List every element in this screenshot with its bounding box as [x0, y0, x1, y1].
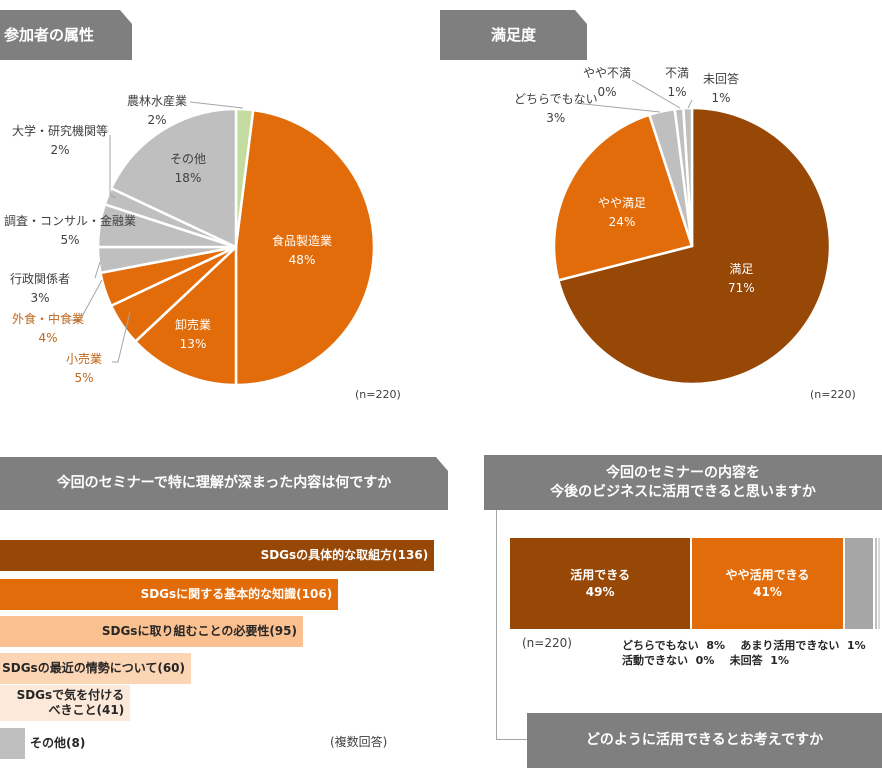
- pie2-label-somewhat-satisfied: やや満足 24%: [598, 196, 647, 230]
- pie2-note: (n=220): [810, 388, 856, 401]
- pie2-slice-5: [682, 106, 694, 247]
- bar-label: その他(8): [30, 736, 86, 750]
- pie1-slice-2: [133, 244, 238, 387]
- pie1-slice-8: [109, 107, 238, 249]
- satisfaction-header: 満足度: [440, 10, 587, 60]
- segment-label: やや活用できる: [725, 568, 810, 583]
- bar-4: SDGsで気を付ける べきこと(41): [0, 685, 131, 721]
- pie1-note: (n=220): [355, 388, 401, 401]
- pie2-label-satisfied: 満足 71%: [728, 262, 755, 296]
- pie1-label-university: 大学・研究機関等 2%: [12, 124, 109, 158]
- segment-label: 活用できる: [570, 568, 631, 583]
- bar-label: SDGsで気を付ける べきこと(41): [16, 688, 125, 717]
- bar-label: SDGsに取り組むことの必要性(95): [101, 624, 297, 638]
- attributes-header: 参加者の属性: [0, 10, 132, 60]
- utilization-header: 今回のセミナーの内容を 今後のビジネスに活用できると思いますか: [484, 455, 882, 510]
- pie1-slice-1: [234, 108, 376, 387]
- pie1-label-food-service: 外食・中食業 4%: [12, 312, 85, 346]
- leader-line: [574, 102, 661, 113]
- pie2-label-dissatisfied: 不満 1%: [665, 66, 690, 100]
- understanding-header: 今回のセミナーで特に理解が深まった内容は何ですか: [0, 457, 448, 510]
- pie2-label-neutral: どちらでもない 3%: [514, 92, 598, 126]
- bar-2: SDGsに取り組むことの必要性(95): [0, 616, 303, 647]
- pie1-label-wholesale: 卸売業 13%: [175, 318, 212, 352]
- leader-line: [112, 311, 131, 363]
- segment-label: 49%: [585, 584, 615, 599]
- bar-5: その他(8): [0, 728, 85, 759]
- stack-segment-5: [878, 538, 881, 629]
- pie2-slice-1: [552, 113, 694, 282]
- pie1-label-government: 行政関係者 3%: [10, 272, 71, 306]
- bar-1: SDGsに関する基本的な知識(106): [0, 579, 339, 610]
- bar-label: SDGsの最近の情勢について(60): [2, 661, 185, 675]
- leader-line: [94, 261, 101, 279]
- stack-segment-2: [844, 538, 873, 629]
- leader-line: [109, 135, 117, 199]
- bar-3: SDGsの最近の情勢について(60): [0, 653, 191, 684]
- pie1-label-food: 食品製造業 48%: [272, 234, 333, 268]
- bar-0: SDGsの具体的な取組方(136): [0, 540, 435, 571]
- stack-segment-1: やや活用できる 41%: [692, 538, 843, 629]
- stack-segment-3: [874, 538, 877, 629]
- leader-line: [631, 79, 681, 109]
- pie1-label-retail: 小売業 5%: [66, 352, 103, 386]
- next-section-header: どのように活用できるとお考えですか: [527, 713, 882, 768]
- pie1-label-other: その他 18%: [170, 152, 207, 186]
- pie2-label-no-answer: 未回答 1%: [703, 72, 740, 106]
- stack-segment-0: 活用できる 49%: [510, 538, 691, 629]
- leader-line: [687, 99, 693, 109]
- bar-note: (複数回答): [330, 735, 388, 749]
- pie1-label-agri: 農林水産業 2%: [127, 94, 188, 128]
- stack-note: (n=220): [522, 636, 572, 650]
- connector-line: [496, 510, 527, 740]
- leader-line: [189, 101, 244, 109]
- stack-legend-line-2: 活動できない 0% 未回答 1%: [622, 654, 789, 667]
- segment-label: 41%: [753, 584, 782, 599]
- bar-label: SDGsの具体的な取組方(136): [260, 548, 429, 562]
- pie2-slice-0: [556, 106, 832, 386]
- bar-label: SDGsに関する基本的な知識(106): [140, 587, 333, 601]
- pie2-label-somewhat-dissatisfied: やや不満 0%: [583, 66, 632, 100]
- leader-line: [70, 279, 103, 321]
- stack-legend-line-1: どちらでもない 8% あまり活用できない 1%: [622, 639, 866, 652]
- pie1-label-consulting: 調査・コンサル・金融業 5%: [4, 214, 137, 248]
